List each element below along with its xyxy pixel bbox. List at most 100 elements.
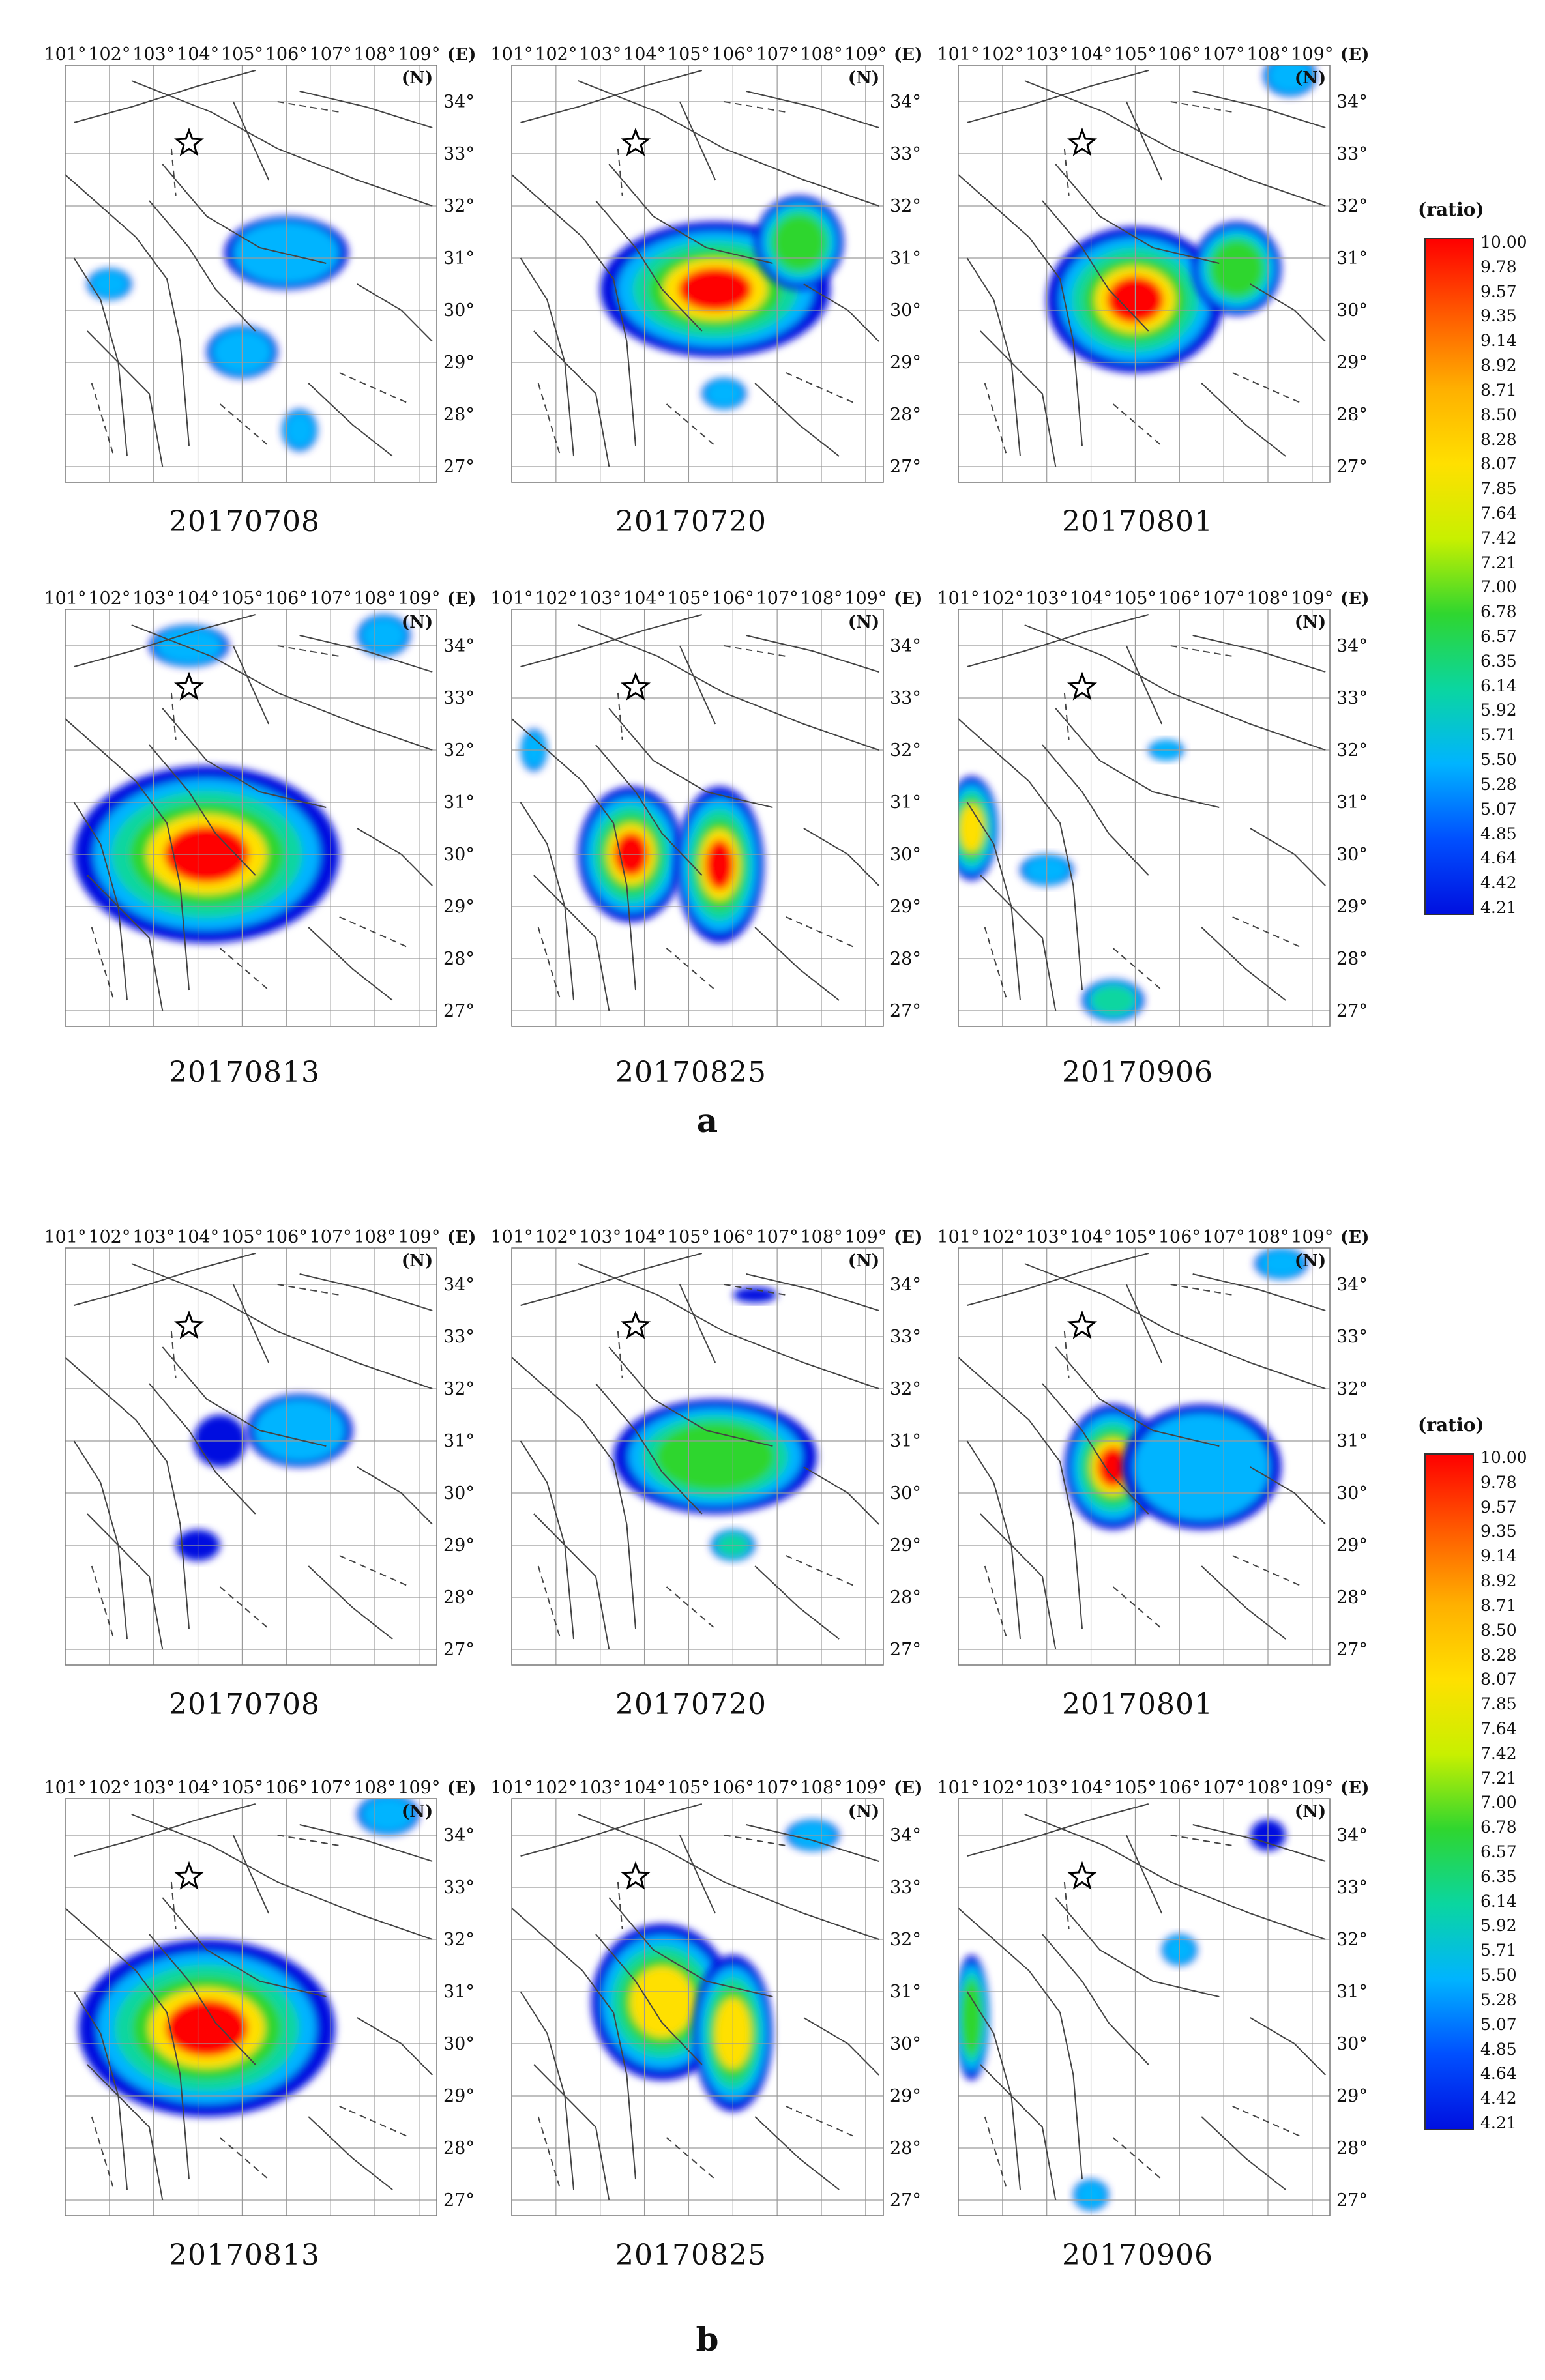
lon-tick-label: 108°	[353, 588, 396, 609]
anomaly-band	[773, 215, 825, 270]
lat-tick-label: 32°	[443, 1930, 475, 1950]
legend-tick-label: 5.28	[1480, 1990, 1517, 2009]
lon-tick-label: 103°	[579, 1778, 621, 1798]
lon-tick-label: 109°	[844, 1778, 887, 1798]
lat-tick-label: 30°	[1336, 300, 1368, 321]
lat-tick-label: 31°	[443, 1982, 475, 2002]
map-grid	[65, 1248, 437, 1665]
legend-tick-label: 10.00	[1480, 1448, 1527, 1467]
fault-lines	[512, 1803, 879, 2201]
lat-unit-label: (N)	[402, 1802, 433, 1821]
lat-tick-label: 32°	[890, 1930, 921, 1950]
lon-tick-label: 104°	[623, 1778, 666, 1798]
legend-tick-label: 8.07	[1480, 1670, 1517, 1689]
lon-tick-label: 107°	[310, 1227, 352, 1247]
anomaly-area	[1064, 1404, 1162, 1530]
lat-tick-label: 34°	[890, 636, 921, 656]
panel-date-label: 20170906	[1062, 2239, 1213, 2272]
lon-tick-label: 106°	[265, 588, 308, 609]
anomaly-band	[678, 267, 752, 312]
lon-tick-label: 107°	[1203, 588, 1245, 609]
lon-tick-label: 107°	[756, 588, 799, 609]
anomaly-band	[733, 1287, 778, 1303]
map-svg: 101° 102° 103° 104° 105° 106° 107° 108° 109° (E) (…	[937, 1778, 1369, 2216]
legend-title: (ratio)	[1418, 199, 1484, 220]
map-panel-b-20170708: 101° 102° 103° 104° 105° 106° 107° 108° 109° (E) (…	[44, 1227, 476, 1666]
legend-tick-label: 5.07	[1480, 2014, 1517, 2034]
lon-tick-label: 105°	[668, 44, 710, 65]
legend-tick-label: 7.00	[1480, 577, 1517, 597]
lat-tick-label: 34°	[1336, 1275, 1368, 1295]
lat-tick-label: 27°	[443, 2190, 475, 2211]
epicenter-star-icon	[173, 1310, 205, 1339]
anomaly-area	[246, 1394, 353, 1467]
lat-tick-label: 32°	[443, 196, 475, 216]
lon-tick-label: 107°	[756, 1778, 799, 1798]
group-label: a	[696, 1101, 718, 1140]
lat-tick-label: 30°	[443, 1483, 475, 1503]
lat-tick-label: 28°	[443, 1588, 475, 1608]
lat-tick-label: 33°	[890, 1878, 921, 1898]
lon-tick-label: 108°	[1246, 44, 1289, 65]
anomaly-area	[591, 1924, 733, 2080]
lon-unit-label: (E)	[447, 45, 476, 65]
lon-tick-label: 105°	[221, 588, 263, 609]
lon-tick-label: 102°	[535, 1227, 577, 1247]
legend-tick-label: 7.21	[1480, 1768, 1517, 1788]
lat-tick-label: 34°	[890, 1275, 921, 1295]
lat-tick-label: 27°	[890, 1640, 921, 1660]
lat-tick-label: 29°	[1336, 897, 1368, 917]
map-frame	[511, 1247, 884, 1666]
lon-tick-label: 104°	[177, 1227, 219, 1247]
anomaly-band	[1258, 1250, 1304, 1277]
lon-tick-label: 104°	[1070, 44, 1112, 65]
anomaly-band	[1091, 985, 1136, 1016]
map-svg: 101° 102° 103° 104° 105° 106° 107° 108° 109° (E) (…	[490, 1227, 922, 1666]
lon-tick-label: 109°	[1291, 1227, 1333, 1247]
lon-tick-label: 101°	[44, 1778, 86, 1798]
fault-lines	[958, 70, 1326, 467]
lon-tick-label: 103°	[579, 1227, 621, 1247]
legend-tick-label: 7.85	[1480, 1694, 1517, 1714]
map-frame	[511, 65, 884, 483]
lat-tick-label: 33°	[443, 1327, 475, 1347]
panel-date-label: 20170813	[169, 2239, 320, 2272]
lon-tick-label: 107°	[310, 44, 352, 65]
map-panel-b-20170720: 101° 102° 103° 104° 105° 106° 107° 108° 109° (E) (…	[490, 1227, 922, 1666]
lon-tick-label: 107°	[1203, 1227, 1245, 1247]
lon-tick-label: 109°	[398, 1227, 440, 1247]
legend-tick-label: 4.42	[1480, 2089, 1517, 2108]
anomaly-band	[1267, 65, 1313, 94]
map-panel-a-20170720: 101° 102° 103° 104° 105° 106° 107° 108° 109° (E) (…	[490, 44, 922, 483]
map-frame	[958, 1247, 1331, 1666]
anomaly-area	[1263, 65, 1317, 96]
legend-tick-label: 8.71	[1480, 380, 1517, 399]
lon-tick-label: 105°	[668, 588, 710, 609]
lon-tick-label: 103°	[579, 588, 621, 609]
map-svg: 101° 102° 103° 104° 105° 106° 107° 108° 109° (E) (…	[937, 1227, 1369, 1666]
legend-tick-label: 5.92	[1480, 701, 1517, 720]
lat-unit-label: (N)	[1295, 1802, 1326, 1821]
epicenter-star-icon	[1067, 1310, 1098, 1339]
fault-lines	[65, 70, 433, 467]
legend-tick-label: 7.85	[1480, 479, 1517, 499]
lat-tick-label: 28°	[443, 405, 475, 425]
lat-unit-label: (N)	[848, 1802, 879, 1821]
lon-tick-label: 109°	[1291, 44, 1333, 65]
lon-tick-label: 104°	[1070, 1778, 1112, 1798]
anomaly-band	[705, 839, 734, 890]
fault-lines	[958, 1803, 1326, 2201]
lon-tick-label: 102°	[535, 588, 577, 609]
lat-tick-label: 30°	[890, 300, 921, 321]
lat-tick-label: 29°	[1336, 1535, 1368, 1556]
legend-tick-label: 8.50	[1480, 405, 1517, 424]
lat-tick-label: 34°	[443, 1825, 475, 1846]
legend-tick-label: 4.64	[1480, 849, 1517, 868]
fault-lines	[512, 1253, 879, 1650]
lon-tick-label: 103°	[1025, 1778, 1068, 1798]
lat-tick-label: 29°	[890, 2086, 921, 2106]
lat-tick-label: 32°	[890, 740, 921, 761]
lat-tick-label: 27°	[890, 457, 921, 477]
anomaly-area	[282, 409, 317, 451]
map-panel-b-20170813: 101° 102° 103° 104° 105° 106° 107° 108° 109° (E) (…	[44, 1778, 476, 2216]
